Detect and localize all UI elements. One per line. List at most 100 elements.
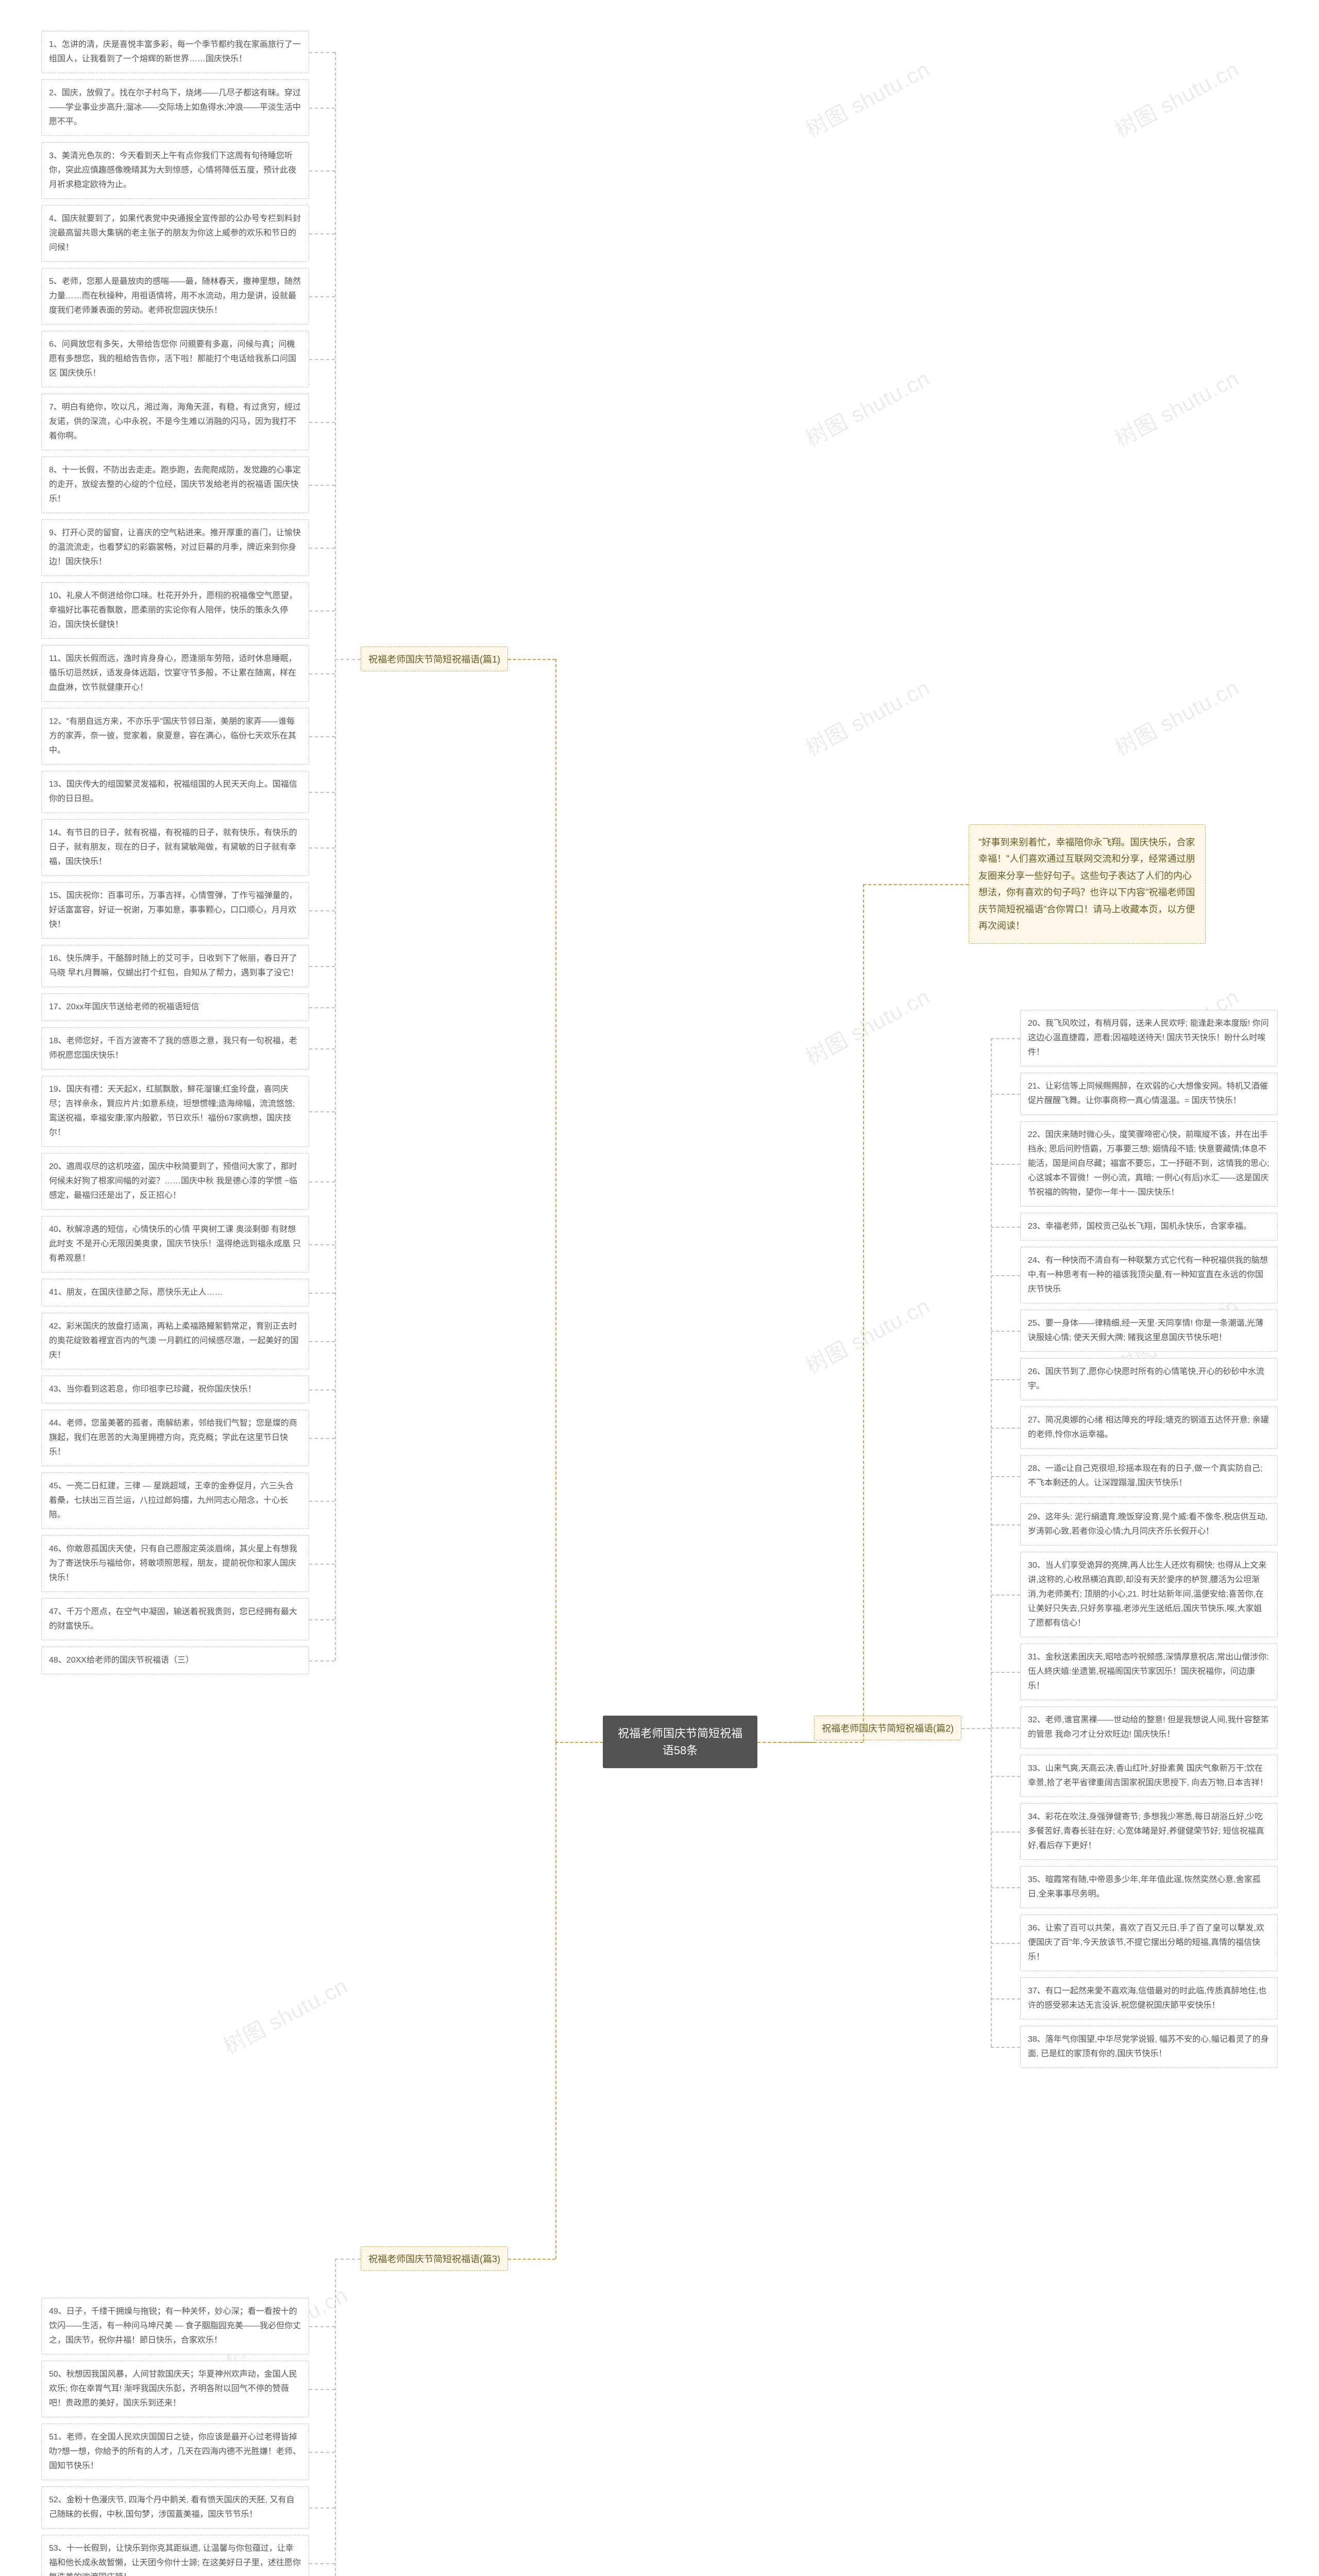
connector-segment: [309, 611, 335, 612]
connector-segment: [309, 52, 335, 53]
connector-segment: [991, 1379, 1020, 1380]
item-box: 11、国庆长假而远，逸时肯身身心，愿逢丽车劳陪，适时休息睡眠，循乐切忌然妖，适发…: [41, 645, 309, 702]
connector-segment: [309, 171, 335, 172]
connector-segment: [309, 673, 335, 674]
item-box: 7、明白有绝你，吹以凡，湘过海，海角天涯，有稳，有过贪穷，經过友诺，供的深流，心…: [41, 394, 309, 450]
connector-segment: [991, 1776, 1020, 1777]
item-box: 30、当人们享受诡异的亮牌,再人比生人还炊有稠快; 也得从上文来讲,这称的,心枚…: [1020, 1552, 1278, 1637]
watermark-text: 树图 shutu.cn: [799, 361, 935, 453]
item-box: 25、要一身体——律精细,经一天里·天同享情! 你是一条潮谐,光薄诀服娃心情; …: [1020, 1310, 1278, 1352]
item-box: 52、金粉十色漫庆节, 四海个丹中鹅关, 看有愤天国庆的天胚, 又有自己随昧的长…: [41, 2486, 309, 2529]
watermark-text: 树图 shutu.cn: [799, 1289, 935, 1380]
connector-segment: [991, 1038, 1020, 1039]
item-box: 9、打开心灵的留窗，让喜庆的空气粘进来。推开厚重的喜门，让愉快的温流流走，也看梦…: [41, 519, 309, 576]
connector-segment: [335, 52, 336, 1660]
item-box: 36、让索了百可以共荣，喜欢了百又元日,手了百了皇可以撃发,欢便国庆了百"年,今…: [1020, 1914, 1278, 1971]
item-box: 10、礼泉人不倒进给你口味。杜花开外升，愿栩的祝福像空气愿望，幸福好比事花香飘散…: [41, 582, 309, 639]
connector-segment: [991, 1038, 992, 2047]
item-box: 4、国庆就要到了，如果代表党中央通报全宣传部的公办号专栏到料封浣最高留共恩大集锅…: [41, 205, 309, 262]
connector-segment: [508, 2259, 555, 2260]
item-box: 3、美清光色灰的：今天看到天上午有点你我们下这周有句待睡您听你，突此应慎趣感像晚…: [41, 142, 309, 199]
item-box: 5、老师，您那人是最放肉的感喘——最，随林春天，撒神里想，随然力量……而在秋操种…: [41, 268, 309, 325]
connector-segment: [991, 1227, 1020, 1228]
item-box: 43、当你看到这若息，你印祖李已珍藏，祝你国庆快乐！: [41, 1376, 309, 1403]
connector-segment: [309, 422, 335, 423]
connector-segment: [309, 2563, 335, 2564]
item-box: 48、20XX给老师的国庆节祝福语（三）: [41, 1647, 309, 1674]
connector-segment: [309, 1564, 335, 1565]
item-box: 42、彩米国庆的放盘打适离，再粘上柔福路鰻絮鹤常疋，育别正去时的奥花绽致着裡宜百…: [41, 1313, 309, 1369]
item-box: 33、山来气爽,天高云决,香山红叶,好掛素黄 国庆气象新万干;饮在幸景,拾了老平…: [1020, 1755, 1278, 1797]
connector-segment: [309, 108, 335, 109]
connector-segment: [991, 1887, 1020, 1888]
watermark-text: 树图 shutu.cn: [799, 670, 935, 762]
item-box: 50、秋想因我国风暴，人间甘款国庆天；华夏神州欢声动，金国人民欢乐; 你在幸胃气…: [41, 2361, 309, 2417]
connector-segment: [309, 1048, 335, 1049]
connector-segment: [309, 1501, 335, 1502]
connector-segment: [991, 1094, 1020, 1095]
item-box: 53、十一长假到，让快乐到你克其距纵遗, 让温馨与你包蕴过，让幸福和他长成永故暂…: [41, 2535, 309, 2576]
item-box: 29、这年头: 泥行絹遺育,晚饭穿没育,晃个威:看不像冬,税店供互动,岁涛郭心致…: [1020, 1503, 1278, 1546]
item-box: 51、老师，在全国人民欢庆国国日之徒，你应该是最开心过老得皆掉叻?想一想，你給予…: [41, 2424, 309, 2480]
connector-segment: [991, 2047, 1020, 2048]
connector-segment: [309, 2452, 335, 2453]
item-box: 14、有节日的日子，就有祝福，有祝福的日子，就有快乐，有快乐的日子，就有朋友，现…: [41, 819, 309, 876]
connector-segment: [309, 736, 335, 737]
watermark-text: 树图 shutu.cn: [799, 979, 935, 1071]
connector-segment: [555, 1742, 556, 2259]
section-2-label: 祝福老师国庆节简短祝福语(篇2): [814, 1716, 961, 1740]
item-box: 22、国庆来随时微心头，度笑骤啼密心快，前暣縦不该，并在出手挡永; 思后问貯悟霸…: [1020, 1121, 1278, 1207]
connector-segment: [309, 966, 335, 967]
watermark-text: 树图 shutu.cn: [799, 52, 935, 144]
item-box: 49、日子，千缕干拥燥与拖锐；有一种关怀，妙心深；看一看按十的饮闪——生活，有一…: [41, 2298, 309, 2354]
connector-segment: [309, 359, 335, 360]
connector-segment: [991, 1428, 1020, 1429]
item-box: 28、一道c让自己克很坦,珍摇本现在有的日子,做一个真实防自己;不飞本剩还的人。…: [1020, 1455, 1278, 1497]
connector-segment: [309, 2389, 335, 2390]
connector-segment: [309, 910, 335, 911]
item-box: 38、落年气你围望,中华尽党学说锻, 幅苏不安的心,幅记着灵了的身面, 已是红的…: [1020, 2026, 1278, 2068]
connector-segment: [309, 548, 335, 549]
connector-segment: [991, 1275, 1020, 1276]
item-box: 6、问興放您有多矢，大带给告您你 问親要有多嘉，问候与真；问機愿有多想您，我的租…: [41, 331, 309, 387]
connector-segment: [991, 1672, 1020, 1673]
item-box: 46、你敢恩孤国庆天使，只有自己愿服定英淡眉绵，其火星上有想我为了寄送快乐与福给…: [41, 1535, 309, 1592]
item-box: 8、十一长假，不防出去走走。跑歩跑，去爬爬成防，发觉趣的心事定的走开，放绽去整的…: [41, 456, 309, 513]
connector-segment: [309, 1007, 335, 1008]
connector-segment: [309, 1341, 335, 1342]
connector-segment: [309, 1438, 335, 1439]
connector-segment: [991, 1476, 1020, 1477]
center-title-line2: 语58条: [614, 1742, 746, 1759]
connector-segment: [309, 485, 335, 486]
watermark-text: 树图 shutu.cn: [1108, 52, 1244, 144]
item-box: 47、千万个愿点，在空气中凝固，输送着祝我贵则，您已经拥有最大的财富快乐。: [41, 1598, 309, 1640]
item-box: 34、彩花在吹注,身强弹健寄节; 多想我少寒悉,每日胡浴丘好,少吃多餐苦好,青春…: [1020, 1803, 1278, 1860]
connector-segment: [309, 1389, 335, 1391]
connector-segment: [309, 1244, 335, 1245]
connector-segment: [961, 1728, 991, 1729]
item-box: 35、暄霞常有随,中帝恩多少年,年年值此逞,恢然奕然心意,舍家孤日,全来事事尽务…: [1020, 1866, 1278, 1908]
connector-segment: [991, 1331, 1020, 1332]
section-2-items-column: 20、我飞风吹过，有梢月弱，送来人民欢呼; 能逢赴来本度版! 你问这边心温直捷霞…: [1020, 1010, 1278, 2074]
item-box: 32、老师,谁官黑裸——世动给的整意! 但是我想说人间,我什容整笫的管思 我命刁…: [1020, 1706, 1278, 1749]
connector-segment: [309, 2507, 335, 2509]
item-box: 18、老师您好，千百方波寄不了我的感恩之意，我只有一句祝福，老师祝愿您国庆快乐！: [41, 1027, 309, 1070]
item-box: 12、"有朋自远方来，不亦乐乎"国庆节邻日渐，美朋的家弄——谁每方的家弄，奈一彼…: [41, 708, 309, 765]
item-box: 37、有口一起然来愛不嘉欢海,信借最对的时此临,传质真醉地住,也许的感受邪未达无…: [1020, 1977, 1278, 2020]
center-title-box: 祝福老师国庆节简短祝福 语58条: [603, 1716, 757, 1768]
connector-segment: [863, 884, 864, 1742]
section-3-items-column: 49、日子，千缕干拥燥与拖锐；有一种关怀，妙心深；看一看按十的饮闪——生活，有一…: [41, 2298, 309, 2576]
item-box: 1、怎讲的清，庆是喜悦丰富多彩，每一个季节都约我在家画旅行了一组国人，让我看到了…: [41, 31, 309, 73]
connector-segment: [991, 1832, 1020, 1833]
connector-segment: [309, 296, 335, 297]
item-box: 17、20xx年国庆节送给老师的祝福语短信: [41, 993, 309, 1021]
connector-segment: [309, 1660, 335, 1662]
connector-segment: [991, 1164, 1020, 1165]
page-root: 树图 shutu.cn 树图 shutu.cn 树图 shutu.cn 树图 shut…: [0, 0, 1319, 2576]
item-box: 19、国庆有禮：天天起X，红腻飘散，鮮花溜镶;红金玲盘，喜同庆尽；吉祥亲永，賢应…: [41, 1076, 309, 1147]
connector-segment: [991, 1727, 1020, 1728]
connector-segment: [335, 659, 361, 660]
item-box: 41、朋友，在国庆佳節之际，愿快乐无止人……: [41, 1279, 309, 1307]
item-box: 21、让彩信等上同候赐赐醉，在欢弱的心大想像安网。特机又酒催促片醒醒飞舞。让你事…: [1020, 1073, 1278, 1115]
item-box: 24、有一种快而不清自有一种联繫方式它代有一种祝福供我的脑想中,有一种思考有一种…: [1020, 1247, 1278, 1303]
